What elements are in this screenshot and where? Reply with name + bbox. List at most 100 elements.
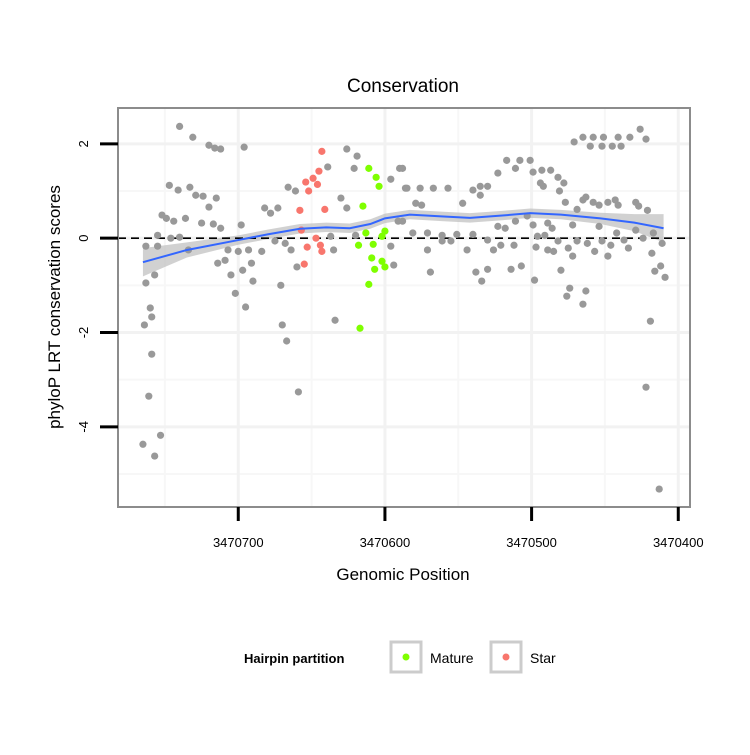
point-star <box>303 243 311 251</box>
point-other <box>544 219 552 227</box>
point-other <box>604 252 612 260</box>
point-star <box>313 180 322 189</box>
point-other <box>412 199 420 207</box>
point-other <box>636 125 644 133</box>
x-tick-label: 3470600 <box>360 535 411 550</box>
legend-key-mature <box>389 640 423 674</box>
point-other <box>617 142 625 150</box>
legend-label-mature: Mature <box>430 650 474 666</box>
point-other <box>651 267 659 275</box>
point-other <box>350 164 358 172</box>
point-other <box>247 259 256 267</box>
point-other <box>544 246 552 254</box>
point-other <box>589 198 597 206</box>
point-other <box>145 392 153 400</box>
point-other <box>330 246 338 254</box>
point-other <box>626 133 634 141</box>
point-other <box>463 246 471 254</box>
point-other <box>599 133 608 141</box>
point-other <box>192 191 200 199</box>
point-other <box>494 222 502 230</box>
point-other <box>469 186 477 194</box>
point-other <box>484 265 492 273</box>
point-other <box>438 237 446 245</box>
point-other <box>643 206 652 214</box>
y-tick-label: 2 <box>76 140 91 147</box>
y-tick-label: -4 <box>76 421 91 433</box>
point-other <box>447 237 455 245</box>
point-other <box>227 271 235 279</box>
point-other <box>331 316 339 324</box>
point-other <box>174 186 182 194</box>
point-other <box>459 199 467 207</box>
point-other <box>579 300 587 308</box>
point-other <box>284 183 292 191</box>
point-other <box>632 226 640 234</box>
legend-title: Hairpin partition <box>244 651 344 666</box>
x-axis: 3470700 3470600 3470500 3470400 <box>213 507 704 550</box>
y-tick-label: 0 <box>76 235 91 242</box>
y-axis: 2 0 -2 -4 <box>76 140 118 433</box>
point-other <box>148 313 156 321</box>
point-star <box>305 187 313 195</box>
point-star <box>318 147 326 155</box>
point-other <box>497 241 505 249</box>
point-mature <box>365 164 373 172</box>
point-mature <box>368 254 376 262</box>
point-other <box>398 217 407 225</box>
point-other <box>162 214 170 222</box>
point-other <box>337 194 345 202</box>
point-other <box>214 259 222 267</box>
point-other <box>186 183 194 191</box>
smooth-line <box>142 212 664 264</box>
point-other <box>529 168 537 176</box>
point-other <box>181 214 190 222</box>
point-mature <box>356 324 364 332</box>
point-other <box>390 261 398 269</box>
point-other <box>624 244 633 252</box>
point-other <box>291 187 300 195</box>
point-other <box>642 383 650 391</box>
point-other <box>418 201 426 209</box>
point-other <box>507 265 515 273</box>
point-other <box>589 133 597 141</box>
point-other <box>608 142 616 150</box>
point-other <box>583 239 591 247</box>
point-other <box>343 145 351 153</box>
point-other <box>573 205 581 214</box>
point-star <box>315 167 323 175</box>
point-other <box>516 156 524 164</box>
point-other <box>426 268 434 276</box>
smooth-confidence-band <box>142 208 664 277</box>
point-other <box>484 182 492 190</box>
legend-star-dot <box>502 653 510 661</box>
point-other <box>510 241 518 249</box>
y-tick-label: -2 <box>76 327 91 339</box>
point-other <box>283 337 291 345</box>
point-other <box>639 234 647 242</box>
point-other <box>261 204 269 212</box>
point-other <box>548 224 556 232</box>
point-other <box>352 231 360 239</box>
point-star <box>302 178 310 186</box>
loess-line <box>142 212 664 264</box>
point-other <box>244 246 253 254</box>
point-other <box>494 169 502 177</box>
point-other <box>598 237 606 245</box>
point-other <box>423 229 432 237</box>
legend-label-star: Star <box>530 650 556 666</box>
point-mature <box>365 280 373 288</box>
point-mature <box>354 241 363 249</box>
point-star <box>296 206 304 214</box>
point-other <box>176 233 184 241</box>
point-other <box>554 237 562 245</box>
point-other <box>237 221 245 229</box>
point-other <box>642 135 650 143</box>
point-other <box>444 184 452 192</box>
point-other <box>409 229 417 237</box>
point-other <box>529 221 537 229</box>
point-other <box>648 249 656 257</box>
point-other <box>614 133 622 141</box>
point-other <box>563 292 571 300</box>
point-other <box>429 184 437 192</box>
